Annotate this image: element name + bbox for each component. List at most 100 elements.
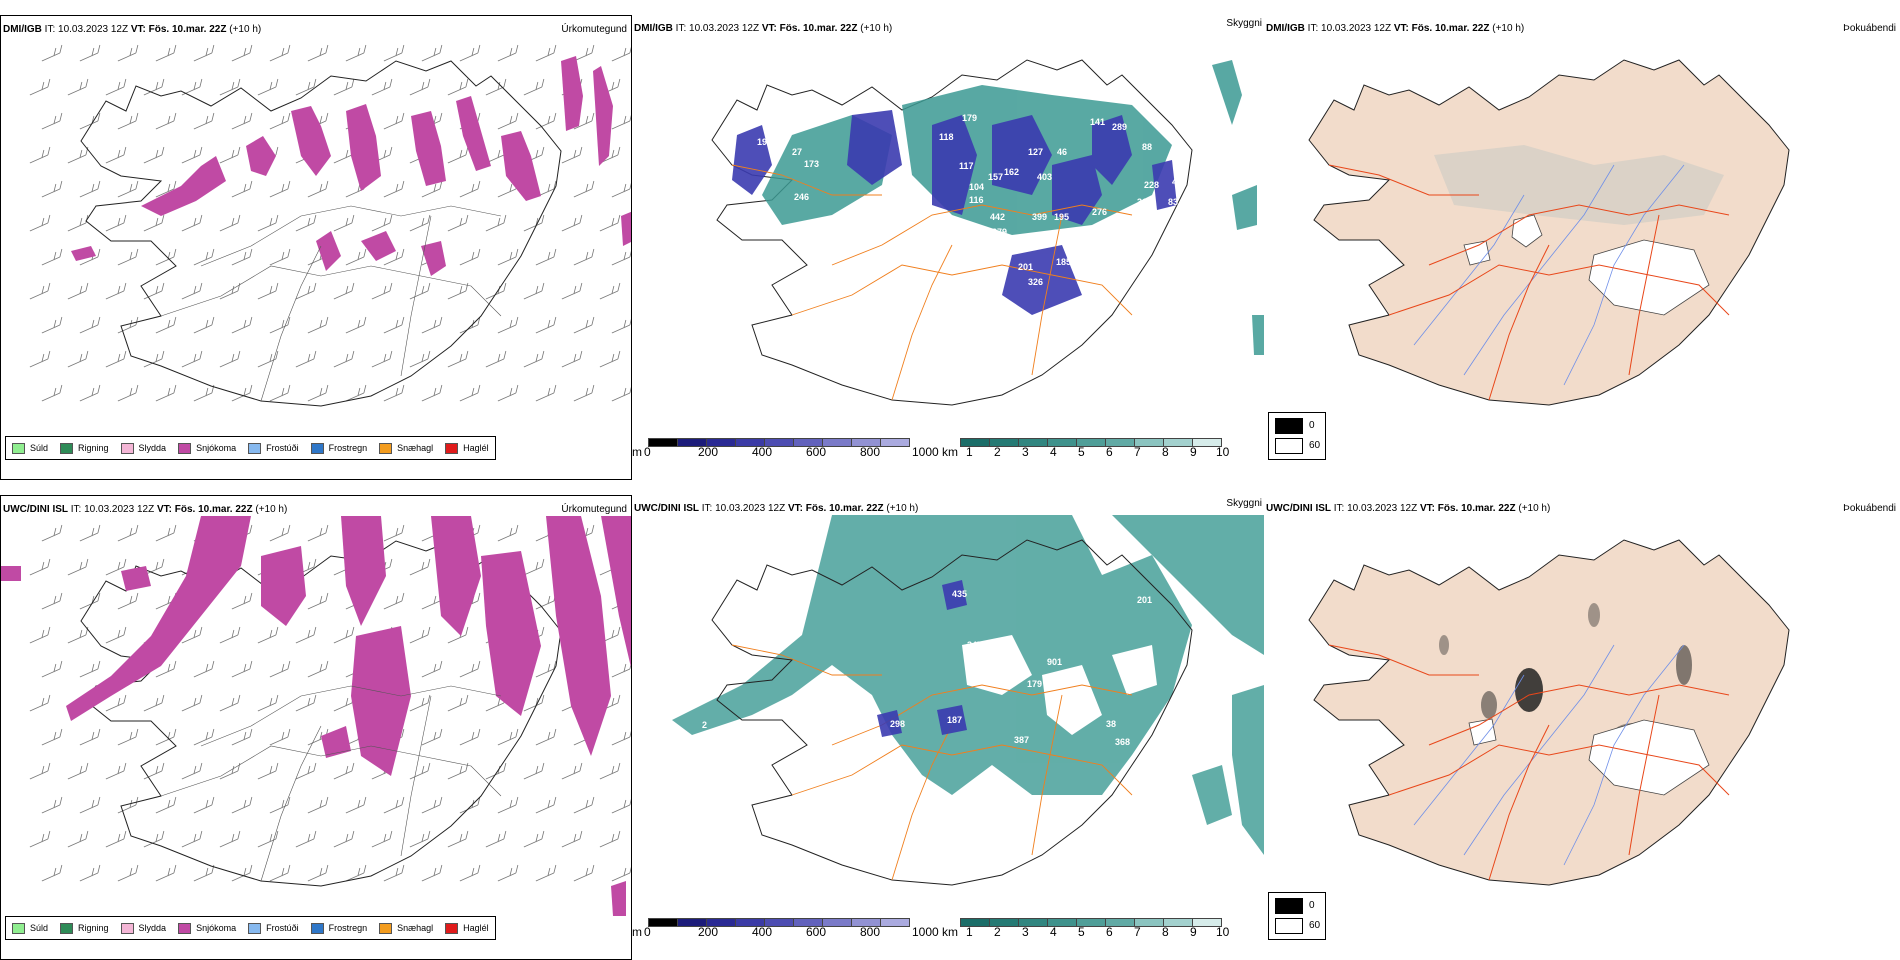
wind-barb [383, 180, 405, 198]
iceland-land [1308, 59, 1790, 406]
wind-barb [143, 762, 165, 780]
wind-barb [155, 796, 177, 814]
wind-barb [611, 730, 631, 746]
value-label: 127 [1028, 147, 1043, 157]
wind-barb [459, 316, 481, 334]
legend-item: Frostúði [248, 922, 299, 934]
wind-barb [231, 180, 253, 198]
panel-header: UWC/DINI ISL IT: 10.03.2023 12Z VT: Fös.… [634, 503, 919, 514]
value-label: 170 [896, 237, 911, 247]
value-label: 88 [1142, 142, 1152, 152]
value-label: 162 [1004, 167, 1019, 177]
tick-label: 10 [1216, 925, 1230, 939]
wind-barb [345, 44, 367, 62]
value-label: 27 [792, 147, 802, 157]
wind-barb [307, 180, 329, 198]
wind-barb [29, 350, 51, 368]
value-label: 399 [1032, 212, 1047, 222]
wind-barb [295, 626, 317, 644]
tick-label: 6 [1106, 925, 1113, 939]
wind-barb [409, 830, 431, 848]
colorbar-step [960, 438, 990, 447]
legend-label: 60 [1309, 920, 1321, 931]
wind-barb [599, 350, 621, 368]
fog-legend-top: 0 60 [1268, 412, 1326, 460]
wind-barb [383, 248, 405, 266]
wind-barb [41, 248, 63, 266]
wind-barb [535, 112, 557, 130]
wind-barb [573, 248, 595, 266]
wind-barb [193, 864, 215, 882]
wind-barb [117, 180, 139, 198]
wind-barb [143, 146, 165, 164]
tick-label: 0 [644, 925, 651, 939]
colorbar-step [822, 438, 852, 447]
legend-item: Snæhagl [379, 922, 433, 934]
wind-barb [219, 78, 241, 96]
wind-barb [269, 524, 291, 542]
cloud-map: 435 347 201 901 179 187 298 387 38 368 2 [672, 515, 1264, 886]
fog-map [1308, 59, 1790, 406]
legend-item: Frostregn [310, 442, 367, 454]
legend-label: 0 [1309, 900, 1315, 911]
wind-barb [611, 798, 631, 814]
wind-barb [307, 44, 329, 62]
value-label: 118 [939, 132, 954, 142]
tick-label: 9 [1190, 925, 1197, 939]
wind-barb [307, 864, 329, 882]
rivers [1413, 644, 1685, 866]
tick-label: 5 [1078, 925, 1085, 939]
wind-barb [79, 728, 101, 746]
cloud-base-colorbar [648, 918, 910, 927]
value-label: 246 [794, 192, 809, 202]
legend-item: Frostregn [310, 922, 367, 934]
wind-barb [181, 762, 203, 780]
wind-barb [497, 864, 519, 882]
tick-label: 9 [1190, 445, 1197, 459]
wind-barb [447, 350, 469, 368]
wind-barb [459, 796, 481, 814]
wind-barb [155, 112, 177, 130]
wind-barb [561, 762, 583, 780]
wind-barb [193, 728, 215, 746]
wind-barb [29, 626, 51, 644]
wind-barb [383, 592, 405, 610]
glacier-areas [1463, 214, 1710, 316]
wind-barb [561, 214, 583, 232]
wind-barb [611, 46, 631, 62]
wind-barb [193, 112, 215, 130]
cloud-base-panel-uwc: UWC/DINI ISL IT: 10.03.2023 12Z VT: Fös.… [632, 495, 1264, 960]
snow-areas [71, 56, 631, 276]
wind-barb [383, 44, 405, 62]
fog-index-panel-dmi: DMI/IGB IT: 10.03.2023 12Z VT: Fös. 10.m… [1264, 15, 1900, 480]
wind-barb [599, 214, 621, 232]
wind-barb [67, 762, 89, 780]
tick-label: 400 [752, 445, 773, 459]
tick-label: 7 [1134, 445, 1141, 459]
wind-barb [29, 694, 51, 712]
tick-label: 1000 [912, 445, 939, 459]
wind-barb [573, 796, 595, 814]
legend-item: Slydda [120, 442, 166, 454]
unit-label: m [632, 925, 642, 939]
swatch-rain [60, 442, 74, 454]
wind-barb [333, 350, 355, 368]
wind-barb [409, 350, 431, 368]
value-label: 179 [1027, 679, 1042, 689]
value-label: 46 [1057, 147, 1067, 157]
value-label: 279 [992, 227, 1007, 237]
value-label: 201 [1137, 595, 1152, 605]
legend-label: 0 [1309, 420, 1315, 431]
panel-header: UWC/DINI ISL IT: 10.03.2023 12Z VT: Fös.… [1266, 503, 1551, 514]
wind-barb [459, 180, 481, 198]
wind-barb [409, 214, 431, 232]
wind-barb [41, 112, 63, 130]
wind-barb [29, 762, 51, 780]
wind-barb [333, 282, 355, 300]
wind-barb [307, 316, 329, 334]
wind-barb [231, 316, 253, 334]
wind-barb [193, 248, 215, 266]
wind-barb [181, 214, 203, 232]
teal-areas [762, 60, 1264, 355]
wind-barb [231, 592, 253, 610]
